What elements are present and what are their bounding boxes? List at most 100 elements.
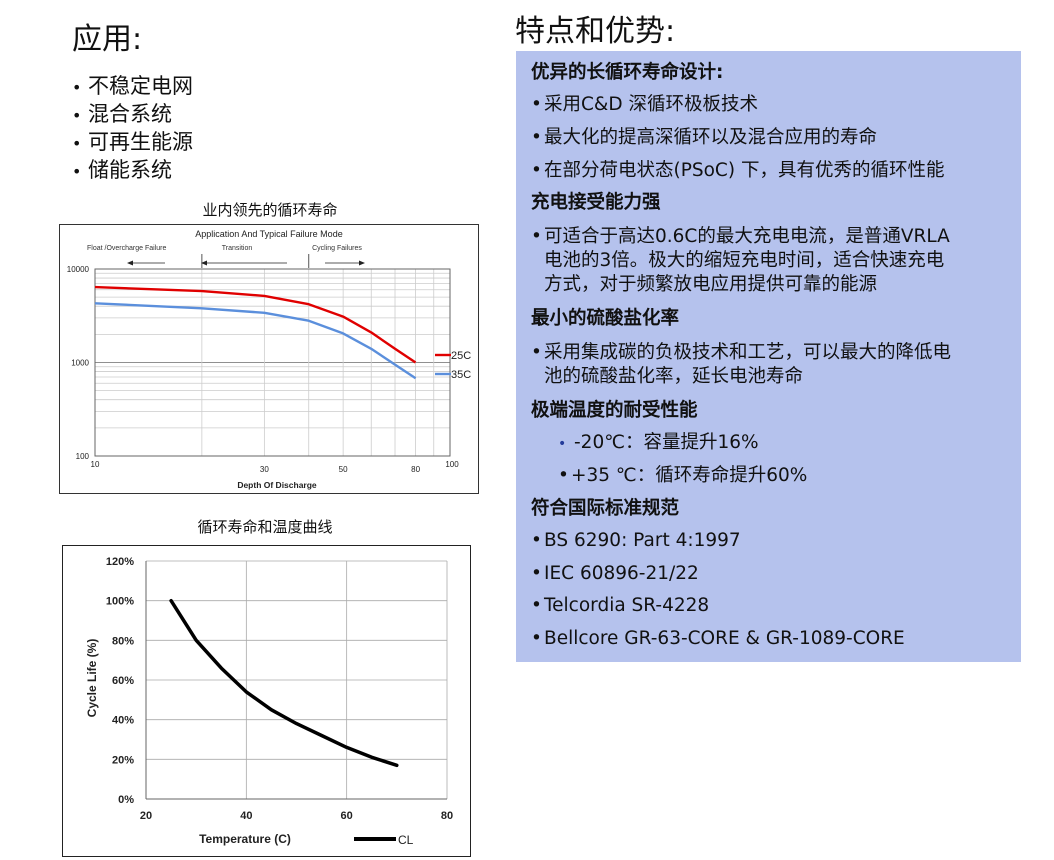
bullet-icon: •: [531, 563, 542, 584]
application-item: • 储能系统: [72, 156, 193, 184]
feature-item: 池的硫酸盐化率，延长电池寿命: [544, 365, 803, 389]
plot-area: [94, 268, 451, 457]
y-axis-label: Cycle Life (%): [85, 639, 99, 718]
y-tick-label: 100: [76, 452, 90, 461]
feature-item: 方式，对于频繁放电应用提供可靠的能源: [544, 273, 877, 297]
feature-section-heading: 优异的长循环寿命设计:: [531, 62, 724, 83]
y-tick-label: 40%: [112, 715, 134, 727]
y-tick-label: 1000: [71, 359, 89, 368]
bullet-icon: •: [72, 78, 82, 97]
x-tick-label: 30: [260, 465, 269, 474]
feature-item: • BS 6290: Part 4:1997: [531, 529, 741, 553]
arrow-left-icon: [127, 260, 133, 266]
application-label: 储能系统: [88, 158, 172, 182]
x-tick-label: 40: [240, 810, 252, 822]
feature-item: • 可适合于高达0.6C的最大充电电流，是普通VRLA: [531, 225, 950, 249]
series-line-25c: [94, 285, 417, 364]
feature-item-text: +35 ℃：循环寿命提升60%: [571, 465, 808, 486]
legend-label: 35C: [451, 369, 471, 381]
bullet-icon: •: [531, 530, 542, 551]
feature-item-text: 采用集成碳的负极技术和工艺，可以最大的降低电: [544, 342, 952, 363]
features-title: 特点和优势:: [515, 14, 676, 49]
bullet-icon: •: [558, 465, 569, 486]
feature-section-heading: 符合国际标准规范: [531, 498, 680, 519]
feature-item: • 采用C&D 深循环极板技术: [531, 93, 758, 117]
bullet-icon: •: [531, 127, 542, 148]
application-label: 混合系统: [88, 102, 172, 126]
feature-item: • -20℃：容量提升16%: [558, 431, 759, 456]
x-tick-label: 50: [339, 465, 348, 474]
features-panel: 优异的长循环寿命设计: • 采用C&D 深循环极板技术 • 最大化的提高深循环以及混合应…: [516, 51, 1021, 662]
application-item: • 可再生能源: [72, 128, 193, 156]
applications-list: • 不稳定电网 • 混合系统 • 可再生能源 • 储能系统: [72, 72, 193, 184]
feature-item-text: 采用C&D 深循环极板技术: [544, 94, 758, 115]
y-tick-label: 20%: [112, 754, 134, 766]
bullet-icon: •: [531, 628, 542, 649]
bullet-icon: •: [531, 226, 542, 247]
feature-section-heading: 最小的硫酸盐化率: [531, 308, 680, 329]
applications-title: 应用:: [72, 22, 143, 57]
feature-section-heading: 充电接受能力强: [531, 192, 661, 213]
application-label: 不稳定电网: [88, 74, 193, 98]
arrow-right-icon: [359, 260, 365, 266]
y-tick-label: 80%: [112, 635, 134, 647]
bullet-icon: •: [558, 436, 567, 452]
feature-item: • IEC 60896-21/22: [531, 562, 699, 586]
chart-frame: [62, 545, 471, 857]
x-tick-label: 60: [341, 810, 353, 822]
bullet-icon: •: [72, 134, 82, 153]
bullet-icon: •: [72, 162, 82, 181]
application-item: • 混合系统: [72, 100, 193, 128]
arrow-left-icon: [201, 260, 207, 266]
feature-item: • 采用集成碳的负极技术和工艺，可以最大的降低电: [531, 341, 951, 365]
bullet-icon: •: [72, 106, 82, 125]
feature-item-text: Bellcore GR-63-CORE & GR-1089-CORE: [544, 628, 905, 649]
y-tick-label: 120%: [106, 556, 134, 568]
x-tick-label: 20: [140, 810, 152, 822]
feature-item: 电池的3倍。极大的缩短充电时间，适合快速充电: [544, 249, 944, 273]
chart1-caption: 业内领先的循环寿命: [202, 201, 338, 219]
legend-label: CL: [398, 833, 414, 847]
bullet-icon: •: [531, 342, 542, 363]
x-axis-label: Depth Of Discharge: [237, 480, 317, 490]
feature-item-text: 可适合于高达0.6C的最大充电电流，是普通VRLA: [544, 226, 950, 247]
feature-item-text: 最大化的提高深循环以及混合应用的寿命: [544, 127, 878, 148]
zone-label: Transition: [222, 245, 253, 252]
application-item: • 不稳定电网: [72, 72, 193, 100]
chart2-caption: 循环寿命和温度曲线: [197, 518, 333, 536]
series-line-cl: [169, 598, 399, 768]
feature-item-text: 池的硫酸盐化率，延长电池寿命: [544, 366, 804, 387]
cycle-life-temperature-chart: 0% 20% 40% 60% 80% 100% 120% 20 40 60 80 Temperatur…: [62, 545, 471, 857]
feature-item-text: -20℃：容量提升16%: [574, 432, 759, 453]
bullet-icon: •: [531, 595, 542, 616]
feature-item: • Telcordia SR-4228: [531, 594, 709, 618]
x-tick-label: 80: [411, 465, 420, 474]
feature-item: • 在部分荷电状态(PSoC) 下，具有优秀的循环性能: [531, 159, 944, 183]
y-tick-label: 0%: [118, 794, 134, 806]
feature-item-text: Telcordia SR-4228: [544, 595, 710, 616]
feature-item: • Bellcore GR-63-CORE & GR-1089-CORE: [531, 627, 905, 651]
series-line-35c: [94, 302, 417, 380]
feature-item: • +35 ℃：循环寿命提升60%: [558, 464, 807, 488]
bullet-icon: •: [531, 94, 542, 115]
feature-item-text: 方式，对于频繁放电应用提供可靠的能源: [544, 274, 878, 295]
y-tick-label: 10000: [67, 265, 90, 274]
x-tick-label: 100: [445, 460, 459, 469]
application-label: 可再生能源: [88, 130, 193, 154]
feature-section-heading: 极端温度的耐受性能: [531, 400, 698, 421]
y-tick-label: 60%: [112, 675, 134, 687]
bullet-icon: •: [531, 160, 542, 181]
x-tick-label: 80: [441, 810, 453, 822]
feature-item-text: 电池的3倍。极大的缩短充电时间，适合快速充电: [544, 250, 945, 271]
x-tick-label: 10: [91, 460, 100, 469]
feature-item-text: 在部分荷电状态(PSoC) 下，具有优秀的循环性能: [544, 160, 945, 181]
cycle-life-dod-chart: Application And Typical Failure Mode Floa…: [59, 224, 479, 494]
feature-item-text: BS 6290: Part 4:1997: [544, 530, 741, 551]
chart1-title: Application And Typical Failure Mode: [195, 229, 342, 239]
feature-item-text: IEC 60896-21/22: [544, 563, 699, 584]
x-axis-label: Temperature (C): [199, 832, 291, 846]
zone-label: Cycling Failures: [312, 245, 362, 252]
legend-label: 25C: [451, 350, 471, 362]
y-tick-label: 100%: [106, 596, 134, 608]
feature-item: • 最大化的提高深循环以及混合应用的寿命: [531, 126, 877, 150]
